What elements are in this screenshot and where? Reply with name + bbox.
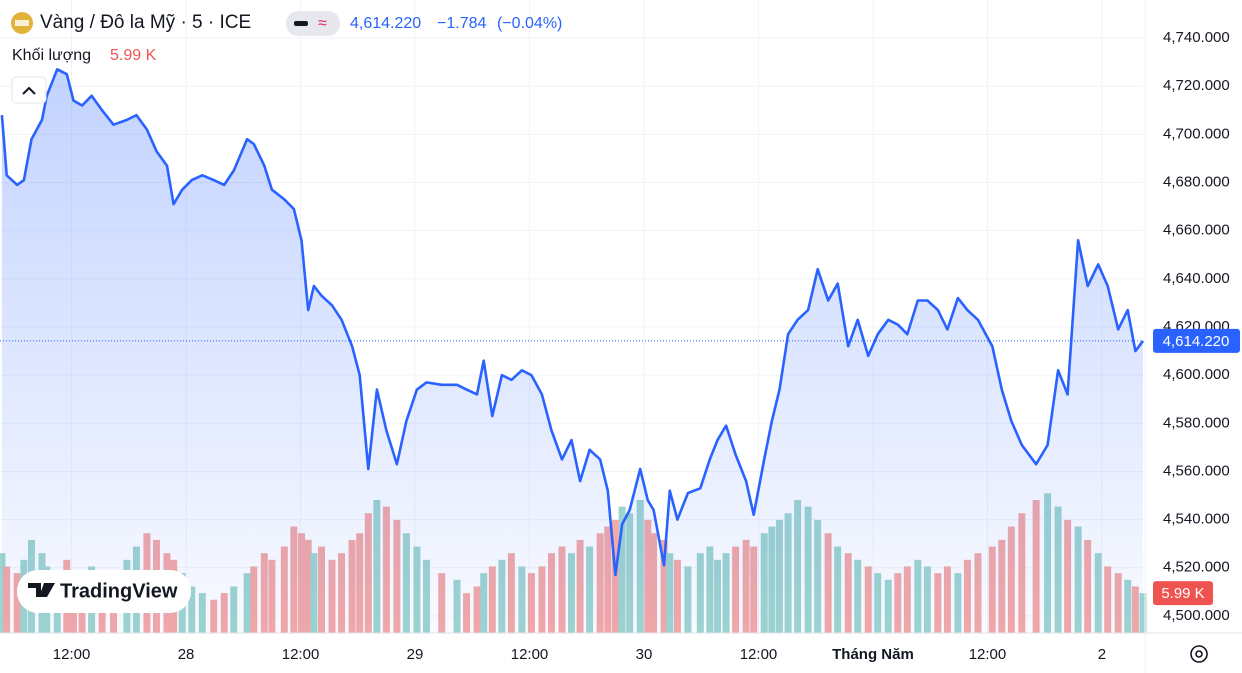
last-volume-label: 5.99 K xyxy=(1161,585,1204,602)
y-tick-label: 4,740.000 xyxy=(1163,29,1230,46)
brand-name: TradingView xyxy=(60,580,178,602)
x-tick-label: 12:00 xyxy=(511,646,549,663)
collapse-button[interactable] xyxy=(11,76,47,104)
y-tick-label: 4,640.000 xyxy=(1163,270,1230,287)
price: 4,614.220 xyxy=(350,15,421,32)
x-tick-label: Tháng Năm xyxy=(832,646,914,663)
gear xyxy=(1190,645,1208,663)
brand-logo xyxy=(28,583,55,597)
last-price-box xyxy=(1153,328,1240,353)
volume-legend-value: 5.99 K xyxy=(110,47,157,64)
y-tick-label: 4,540.000 xyxy=(1163,511,1230,528)
x-tick-label: 2 xyxy=(1098,646,1106,663)
price-line xyxy=(0,68,1145,577)
toggle-icon: ≈ xyxy=(318,15,327,32)
y-tick-label: 4,700.000 xyxy=(1163,125,1230,142)
y-tick-label: 4,660.000 xyxy=(1163,222,1230,239)
y-tick-label: 4,500.000 xyxy=(1163,607,1230,624)
settings-icon[interactable] xyxy=(1190,645,1208,663)
plot xyxy=(0,68,1145,634)
volume-legend: Khối lượng xyxy=(12,47,91,64)
x-tick-label: 12:00 xyxy=(740,646,778,663)
last-price-label: 4,614.220 xyxy=(1163,333,1230,350)
x-tick-label: 12:00 xyxy=(969,646,1007,663)
x-tick-label: 28 xyxy=(178,646,195,663)
y-tick-label: 4,720.000 xyxy=(1163,77,1230,94)
change: −1.784 xyxy=(437,15,486,32)
x-tick-label: 30 xyxy=(636,646,653,663)
x-tick-label: 12:00 xyxy=(53,646,91,663)
axes: 4,500.000 4,520.000 4,540.000 4,560.000 4,58… xyxy=(53,29,1240,663)
area xyxy=(1,69,1143,634)
brand-badge[interactable] xyxy=(17,570,191,613)
chevron-icon xyxy=(22,86,36,95)
y-tick-label: 4,600.000 xyxy=(1163,366,1230,383)
change-pct: (−0.04%) xyxy=(497,15,562,32)
y-tick-label: 4,580.000 xyxy=(1163,414,1230,431)
logo-glyph xyxy=(15,20,29,26)
last-volume-box xyxy=(1153,581,1213,606)
x-tick-label: 29 xyxy=(407,646,424,663)
y-tick-label: 4,680.000 xyxy=(1163,173,1230,190)
x-tick-label: 12:00 xyxy=(282,646,320,663)
y-tick-label: 4,560.000 xyxy=(1163,462,1230,479)
toggle[interactable] xyxy=(286,11,340,36)
toggle-icon xyxy=(294,21,308,26)
y-tick-label: 4,520.000 xyxy=(1163,559,1230,576)
gear-hub xyxy=(1195,650,1203,658)
symbol-title[interactable]: Vàng / Đô la Mỹ · 5 · ICE xyxy=(40,12,251,33)
